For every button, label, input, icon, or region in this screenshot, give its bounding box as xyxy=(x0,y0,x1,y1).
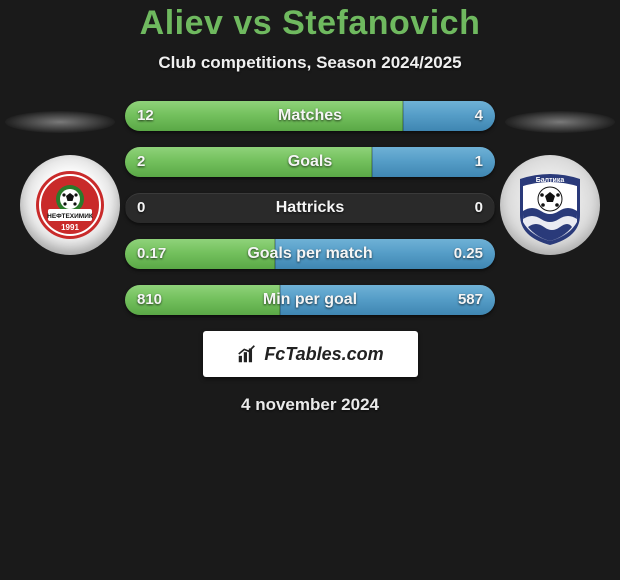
fctables-logo[interactable]: FcTables.com xyxy=(203,331,418,377)
page-title: Aliev vs Stefanovich xyxy=(0,4,620,43)
stat-label: Matches xyxy=(125,101,495,131)
stat-row: 21Goals xyxy=(125,147,495,177)
stat-row: 810587Min per goal xyxy=(125,285,495,315)
generation-date: 4 november 2024 xyxy=(0,395,620,415)
stat-label: Goals per match xyxy=(125,239,495,269)
svg-text:НЕФТЕХИМИК: НЕФТЕХИМИК xyxy=(47,213,93,220)
stat-row: 00Hattricks xyxy=(125,193,495,223)
comparison-card: Aliev vs Stefanovich Club competitions, … xyxy=(0,0,620,580)
stats-bars: 124Matches 21Goals 00Hattricks 0.170.25Goal… xyxy=(125,101,495,315)
neftekhimik-crest: НЕФТЕХИМИК 1991 xyxy=(20,155,120,255)
bar-chart-icon xyxy=(236,343,258,365)
player-shadow-left xyxy=(5,111,115,133)
stat-label: Goals xyxy=(125,147,495,177)
page-subtitle: Club competitions, Season 2024/2025 xyxy=(0,53,620,73)
stat-label: Min per goal xyxy=(125,285,495,315)
svg-text:Балтика: Балтика xyxy=(536,177,565,184)
logo-text: FcTables.com xyxy=(264,344,383,365)
stat-label: Hattricks xyxy=(125,193,495,223)
main-content: НЕФТЕХИМИК 1991 Балтика xyxy=(0,101,620,415)
baltika-crest: Балтика xyxy=(500,155,600,255)
crest-right-icon: Балтика xyxy=(500,155,600,255)
crest-left-icon: НЕФТЕХИМИК 1991 xyxy=(20,155,120,255)
svg-text:1991: 1991 xyxy=(61,223,79,232)
player-shadow-right xyxy=(505,111,615,133)
stat-row: 124Matches xyxy=(125,101,495,131)
stat-row: 0.170.25Goals per match xyxy=(125,239,495,269)
